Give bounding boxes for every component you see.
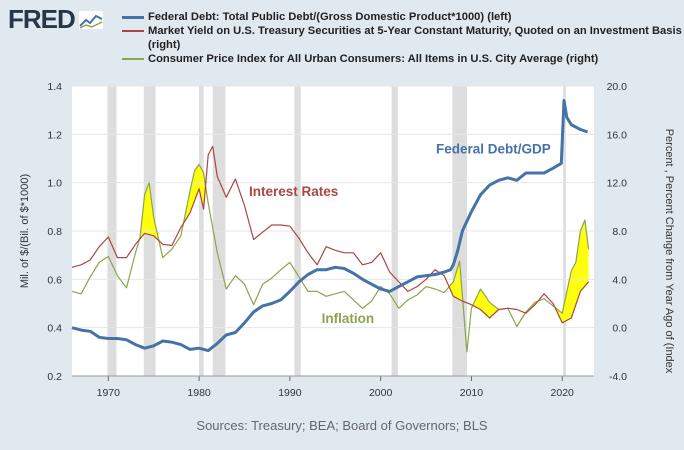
x-tick-label: 2000 <box>369 387 393 399</box>
fred-logo[interactable]: FRED <box>8 4 104 35</box>
x-tick-label: 1990 <box>278 387 302 399</box>
y-right-tick-label: 0.0 <box>612 323 627 335</box>
legend-label-yield: Market Yield on U.S. Treasury Securities… <box>148 25 682 51</box>
legend-item-debt[interactable]: Federal Debt: Total Public Debt/(Gross D… <box>122 10 682 24</box>
legend-swatch-yield <box>122 30 144 32</box>
series-line-federal-debt-gdp <box>71 99 589 353</box>
chart-legend: Federal Debt: Total Public Debt/(Gross D… <box>122 10 682 66</box>
legend-swatch-cpi <box>122 58 144 60</box>
inflation-above-rates-highlight <box>139 182 159 241</box>
fred-logo-graph-icon <box>77 9 104 30</box>
inflation-above-rates-highlight <box>473 289 499 318</box>
x-tick-label: 1970 <box>97 387 121 399</box>
y-left-tick-label: 0.2 <box>47 371 62 383</box>
inflation-above-rates-highlight <box>555 220 589 323</box>
inflation-above-rates-highlight <box>183 164 206 223</box>
y-left-tick-label: 1.2 <box>47 129 62 141</box>
y-left-axis-title: Mil. of $/(Bil. of $*1000) <box>19 174 31 288</box>
y-right-tick-label: 12.0 <box>607 178 628 190</box>
legend-label-debt: Federal Debt: Total Public Debt/(Gross D… <box>148 11 512 23</box>
y-right-tick-label: 8.0 <box>612 226 627 238</box>
series-line-inflation <box>71 163 590 353</box>
x-tick-label: 2010 <box>460 387 484 399</box>
x-tick-label: 2020 <box>551 387 575 399</box>
series-line-interest-rates <box>71 145 590 324</box>
y-right-tick-label: 16.0 <box>607 129 628 141</box>
y-left-tick-label: 0.6 <box>47 274 62 286</box>
legend-swatch-debt <box>122 16 144 19</box>
y-right-tick-label: 4.0 <box>612 274 627 286</box>
y-left-tick-label: 0.8 <box>47 226 62 238</box>
chart-source: Sources: Treasury; BEA; Board of Governo… <box>196 418 488 433</box>
y-right-axis-title: Percent , Percent Change from Year Ago o… <box>663 129 675 374</box>
annotation-interest-rates: Interest Rates <box>249 184 338 199</box>
y-left-tick-label: 0.4 <box>47 323 62 335</box>
y-left-tick-label: 1.0 <box>47 178 62 190</box>
fred-logo-text: FRED <box>8 4 76 34</box>
x-tick-label: 1980 <box>187 387 211 399</box>
legend-item-yield[interactable]: Market Yield on U.S. Treasury Securities… <box>122 24 682 52</box>
y-right-tick-label: -4.0 <box>609 371 627 383</box>
annotation-inflation: Inflation <box>322 311 375 326</box>
annotation-federal-debt-gdp: Federal Debt/GDP <box>436 142 551 157</box>
y-left-tick-label: 1.4 <box>47 81 62 93</box>
legend-label-cpi: Consumer Price Index for All Urban Consu… <box>148 53 599 65</box>
y-right-tick-label: 20.0 <box>607 81 628 93</box>
legend-item-cpi[interactable]: Consumer Price Index for All Urban Consu… <box>122 52 682 66</box>
inflation-above-rates-highlight <box>449 261 463 302</box>
